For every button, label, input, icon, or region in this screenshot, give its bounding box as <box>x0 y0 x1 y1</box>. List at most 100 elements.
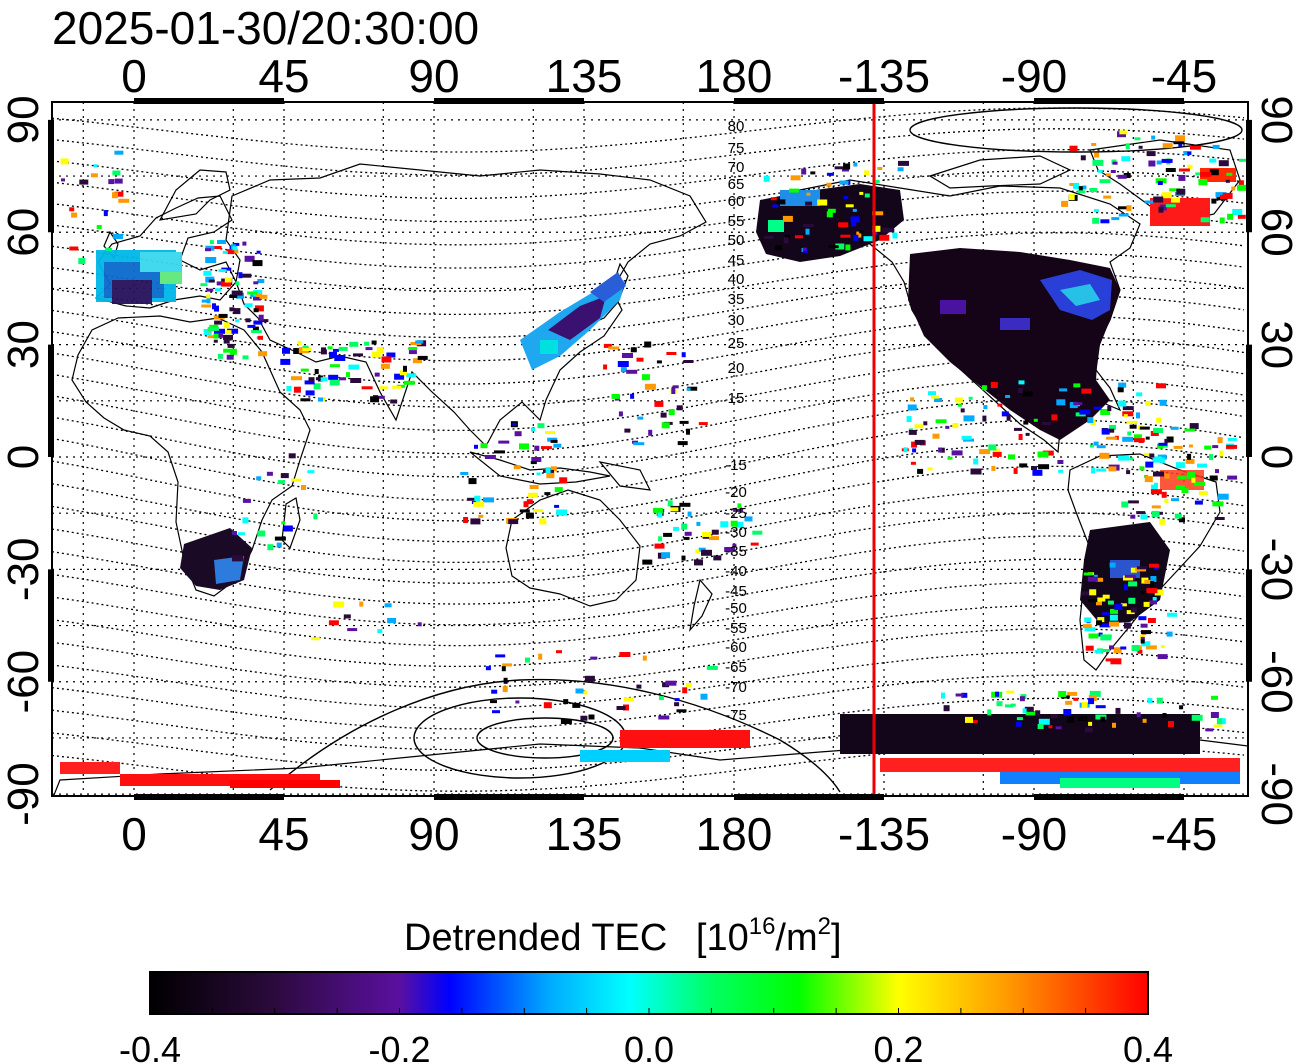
tec-pixel <box>415 340 424 344</box>
tec-pixel <box>1100 409 1111 415</box>
tec-pixel <box>1088 721 1093 726</box>
tec-pixel <box>910 461 916 465</box>
tec-pixel <box>258 351 268 357</box>
tec-pixel <box>1151 505 1161 509</box>
tec-pixel <box>644 383 656 390</box>
tec-pixel <box>338 346 348 351</box>
tec-pixel <box>242 241 247 246</box>
tec-pixel <box>744 516 753 522</box>
tec-pixel <box>840 234 851 238</box>
tec-pixel <box>838 222 849 228</box>
tec-pixel <box>572 702 581 708</box>
tec-pixel <box>1088 633 1099 639</box>
tec-pixel <box>1150 489 1162 495</box>
tec-pixel <box>242 498 251 503</box>
tec-pixel <box>676 405 683 411</box>
tec-pixel <box>1107 406 1112 411</box>
tec-pixel <box>1157 181 1163 185</box>
tec-pixel <box>805 201 812 206</box>
tec-pixel <box>406 373 417 378</box>
tec-pixel <box>1144 579 1154 584</box>
tec-pixel <box>1109 621 1120 627</box>
tec-pixel <box>1056 399 1066 406</box>
tec-pixel <box>1165 168 1176 172</box>
tec-pixel <box>1069 145 1078 152</box>
tec-pixel <box>467 497 476 501</box>
axis-bar-top <box>434 98 584 104</box>
tec-pixel <box>843 163 851 170</box>
tec-pixel <box>556 509 568 516</box>
tec-pixel <box>1121 501 1129 508</box>
contour-label: -20 <box>725 484 747 501</box>
contour-label: 70 <box>728 159 745 176</box>
tec-pixel <box>96 225 102 229</box>
tec-pixel <box>1217 493 1229 500</box>
tec-pixel <box>201 304 212 308</box>
tec-pixel <box>1150 576 1157 582</box>
tec-pixel <box>668 409 675 416</box>
tec-pixel <box>1127 431 1132 436</box>
tec-pixel <box>1042 422 1052 425</box>
tec-pixel <box>859 191 864 195</box>
tec-pixel <box>1204 445 1212 450</box>
tec-pixel <box>1140 623 1148 628</box>
tec-pixel <box>1145 645 1157 650</box>
tec-pixel <box>1067 716 1075 723</box>
tec-pixel <box>286 386 292 391</box>
contour-label: 40 <box>728 271 745 288</box>
tec-pixel <box>732 543 737 547</box>
tec-pixel <box>709 536 719 541</box>
tec-pixel <box>1171 498 1179 502</box>
tec-pixel <box>661 552 671 559</box>
tec-pixel <box>789 188 799 193</box>
tec-pixel <box>1212 501 1224 507</box>
tec-pixel <box>927 467 933 471</box>
lat-label-right: -60 <box>1252 650 1296 714</box>
tec-pixel <box>1123 622 1131 629</box>
axis-bar-bottom <box>1034 794 1184 800</box>
axis-bar-left <box>48 569 54 682</box>
tec-pixel <box>71 212 78 218</box>
tec-pixel <box>1137 649 1143 654</box>
tec-pixel <box>1129 424 1137 429</box>
lat-label-left: -60 <box>0 650 48 714</box>
tec-pixel <box>642 559 653 565</box>
tec-pixel <box>1151 135 1156 140</box>
tec-pixel <box>1188 444 1193 448</box>
contour-label: 55 <box>728 213 745 230</box>
magnetic-contour <box>52 377 1245 455</box>
tec-pixel <box>512 422 517 426</box>
tec-pixel <box>218 269 227 273</box>
tec-pixel <box>327 346 333 350</box>
tec-pixel <box>1105 173 1111 177</box>
tec-pixel <box>384 603 392 608</box>
tec-pixel <box>882 227 889 233</box>
tec-pixel <box>1121 156 1131 162</box>
tec-pixel <box>856 231 862 238</box>
tec-pixel <box>1122 436 1134 442</box>
tec-pixel <box>223 334 233 340</box>
tec-pixel <box>1165 204 1176 208</box>
tec-pixel <box>657 512 663 518</box>
tec-pixel <box>1082 185 1087 190</box>
tec-pixel <box>1158 206 1164 213</box>
tec-pixel <box>460 472 469 475</box>
tec-pixel <box>906 416 912 423</box>
tec-pixel <box>1087 576 1098 582</box>
tec-pixel <box>1081 702 1088 708</box>
tec-pixel <box>630 347 637 353</box>
magnetic-contour <box>52 488 1245 564</box>
tec-pixel <box>311 637 321 641</box>
tec-pixel <box>1212 144 1220 149</box>
tec-pixel <box>1136 712 1141 718</box>
tec-pixel <box>1222 192 1233 199</box>
tec-pixel <box>961 435 972 440</box>
tec-pixel <box>267 544 274 551</box>
tec-pixel <box>1191 714 1203 721</box>
tec-pixel <box>547 437 558 442</box>
tec-pixel <box>478 514 484 518</box>
tec-pixel <box>1187 151 1192 155</box>
tec-pixel <box>1022 708 1027 714</box>
tec-pixel <box>1118 206 1129 210</box>
tec-pixel <box>1161 192 1172 199</box>
